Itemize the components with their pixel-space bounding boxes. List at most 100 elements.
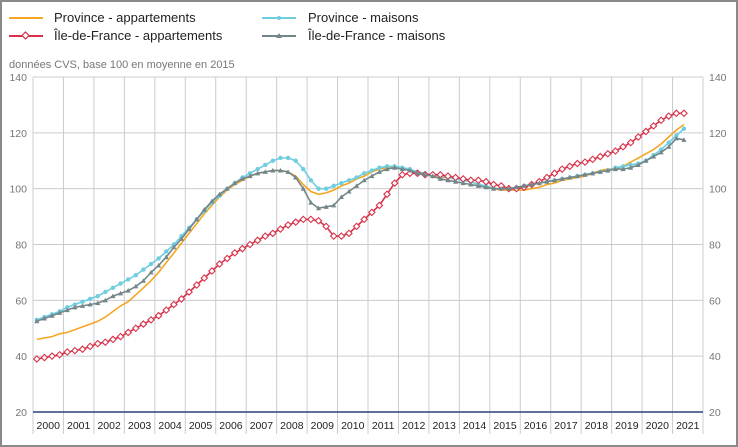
data-point <box>293 174 299 180</box>
data-point <box>582 172 588 177</box>
data-point <box>65 305 70 310</box>
data-point <box>247 171 253 176</box>
data-point <box>422 172 428 177</box>
data-point <box>95 300 101 306</box>
data-point <box>41 315 48 321</box>
data-point <box>452 179 459 184</box>
data-point <box>414 170 421 176</box>
x-tick-label: 2010 <box>341 420 365 432</box>
x-tick-label: 2014 <box>463 420 487 432</box>
data-point <box>192 281 201 289</box>
x-tick-label: 2009 <box>311 420 335 432</box>
data-point <box>352 222 361 231</box>
data-point <box>110 293 116 299</box>
data-point <box>369 168 375 173</box>
data-point <box>376 169 383 174</box>
data-point <box>489 180 498 189</box>
data-point <box>117 290 124 296</box>
data-point <box>345 229 353 238</box>
data-point <box>239 176 245 181</box>
data-point <box>673 135 679 141</box>
data-point <box>156 256 161 261</box>
triangle-marker-icon <box>276 33 282 38</box>
x-tick-label: 2020 <box>646 420 670 432</box>
data-point <box>133 273 138 278</box>
data-point <box>285 169 291 174</box>
data-point <box>574 173 580 179</box>
data-point <box>565 162 574 171</box>
data-point <box>232 180 238 186</box>
data-point <box>430 173 436 179</box>
data-point <box>680 109 688 118</box>
legend-item-ile-de-france-appartements: Île-de-France - appartements <box>9 28 223 43</box>
data-point <box>436 170 445 179</box>
data-point <box>459 175 468 183</box>
data-point <box>278 155 283 161</box>
data-point <box>55 350 64 359</box>
data-point <box>329 232 338 241</box>
data-point <box>634 133 643 141</box>
data-point <box>186 226 192 232</box>
x-tick-label: 2001 <box>67 420 91 432</box>
x-tick-label: 2000 <box>37 420 61 432</box>
legend: Province - appartements Île-de-France - … <box>9 10 446 43</box>
grid <box>32 76 704 434</box>
data-point <box>268 229 277 238</box>
data-point <box>666 140 671 145</box>
data-point <box>468 181 474 187</box>
data-point <box>529 181 535 187</box>
data-point <box>209 198 215 204</box>
data-point <box>590 170 596 176</box>
data-point <box>398 170 407 179</box>
data-point <box>407 167 413 173</box>
data-point <box>131 324 140 333</box>
data-point <box>87 301 93 307</box>
data-point <box>49 313 55 318</box>
x-tick-label: 2018 <box>585 420 609 432</box>
data-point <box>171 244 177 250</box>
data-point <box>154 311 163 320</box>
x-tick-label: 2017 <box>554 420 578 432</box>
data-point <box>125 277 131 282</box>
diamond-marker-icon <box>21 31 30 40</box>
data-point <box>164 249 169 254</box>
data-point <box>338 194 344 200</box>
data-point <box>116 332 125 341</box>
data-point <box>369 173 375 179</box>
y-tick-label-right: 140 <box>709 72 727 84</box>
x-tick-label: 2011 <box>372 420 395 432</box>
data-point <box>377 165 382 170</box>
data-point <box>263 162 268 168</box>
data-point <box>262 169 268 174</box>
data-point <box>147 315 155 324</box>
data-point <box>681 137 687 142</box>
data-point <box>635 162 641 167</box>
data-point <box>399 166 405 172</box>
data-point <box>255 170 261 176</box>
y-tick-label-right: 100 <box>709 184 727 196</box>
x-tick-label: 2004 <box>158 420 182 432</box>
data-point <box>87 296 93 302</box>
data-point <box>367 208 376 217</box>
data-point <box>299 215 308 224</box>
data-point <box>551 177 558 183</box>
data-point <box>64 307 70 313</box>
data-point <box>649 121 658 130</box>
data-point <box>513 184 520 190</box>
data-point <box>216 191 223 197</box>
data-point <box>201 207 207 212</box>
data-point <box>261 232 270 241</box>
data-point <box>308 200 314 205</box>
data-point <box>491 186 497 191</box>
series-line <box>36 123 685 341</box>
data-point <box>72 304 78 310</box>
data-point <box>293 158 298 163</box>
data-point <box>384 164 390 169</box>
x-tick-label: 2013 <box>432 420 456 432</box>
data-point <box>178 236 185 241</box>
series--le-de-france-appartements <box>32 109 688 363</box>
data-point <box>642 127 650 136</box>
x-tick-label: 2003 <box>128 420 152 432</box>
